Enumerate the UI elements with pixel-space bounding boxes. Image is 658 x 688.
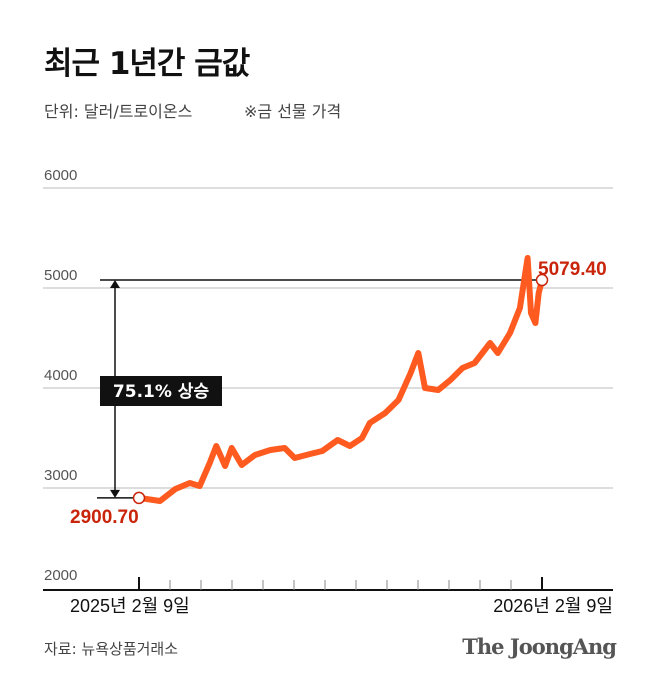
source-label: 자료: 뉴욕상품거래소 bbox=[44, 640, 179, 658]
change-badge bbox=[100, 376, 222, 406]
y-tick-label: 3000 bbox=[44, 467, 77, 484]
price-line bbox=[136, 255, 545, 504]
unit-label: 단위: 달러/트로이온스 bbox=[44, 102, 193, 121]
end-point bbox=[535, 273, 549, 287]
end-value-label: 5079.40 bbox=[538, 259, 607, 280]
start-value-label: 2900.70 bbox=[70, 507, 139, 528]
logo: The JoongAng bbox=[462, 634, 617, 659]
x-tick-label: 2026년 2월 9일 bbox=[493, 596, 613, 616]
y-tick-label: 2000 bbox=[44, 567, 77, 584]
y-tick-label: 5000 bbox=[44, 267, 77, 284]
arrow-head-up bbox=[110, 280, 120, 289]
y-tick-label: 4000 bbox=[44, 367, 77, 384]
change-label: 75.1% 상승 bbox=[113, 382, 210, 402]
start-point bbox=[132, 491, 146, 505]
x-tick-label: 2025년 2월 9일 bbox=[70, 596, 190, 616]
arrow-head-down bbox=[110, 489, 120, 498]
chart-title: 최근 1년간 금값 bbox=[44, 46, 250, 82]
note-label: ※금 선물 가격 bbox=[244, 102, 342, 121]
y-tick-label: 6000 bbox=[44, 167, 77, 184]
